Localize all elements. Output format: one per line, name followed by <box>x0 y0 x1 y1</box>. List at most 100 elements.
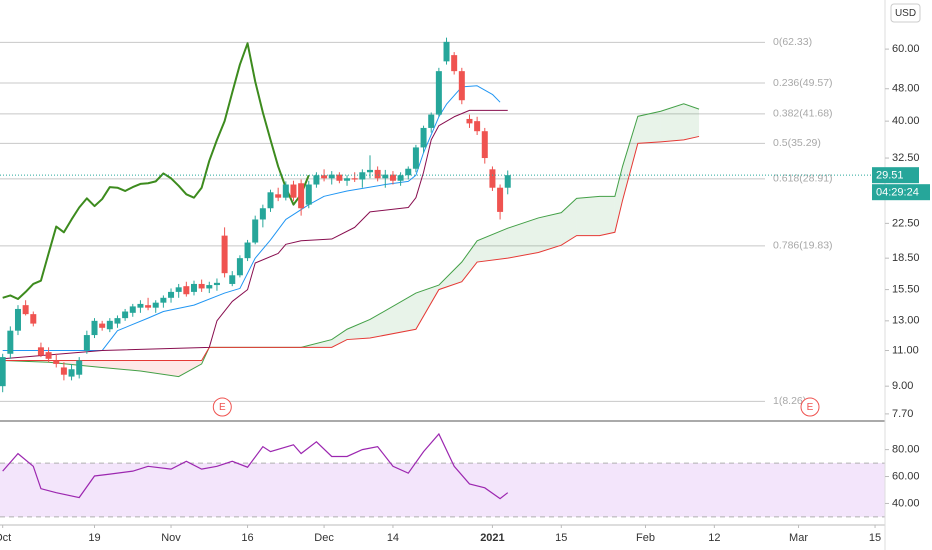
candle-body <box>244 242 251 259</box>
candle-body <box>114 318 121 324</box>
candle-body <box>466 118 473 124</box>
candle-body <box>458 71 465 101</box>
x-tick-label: 12 <box>708 532 720 544</box>
cloud-fill <box>140 360 179 377</box>
candle-body <box>37 347 44 356</box>
rsi-line <box>2 432 509 500</box>
candle-body <box>122 311 129 319</box>
candle-body <box>328 174 335 179</box>
x-tick-label: 16 <box>241 532 253 544</box>
candle-body <box>206 285 213 289</box>
candle-body <box>168 291 175 298</box>
candle-body <box>183 286 190 295</box>
candle-body <box>252 219 259 243</box>
candle-body <box>30 314 37 324</box>
y-tick-label: 32.50 <box>892 152 920 164</box>
earnings-marker <box>212 397 232 417</box>
cloud-fill <box>637 111 661 144</box>
fib-label: 0(62.33) <box>773 36 812 48</box>
countdown-label: 04:29:24 <box>876 187 919 199</box>
candle-body <box>160 297 167 303</box>
candle-body <box>435 71 442 115</box>
candle-body <box>213 282 220 286</box>
cloud-fill <box>599 196 615 236</box>
rsi-band <box>0 463 885 517</box>
currency-box <box>890 3 921 23</box>
candle-body <box>99 323 106 328</box>
countdown-tag <box>872 184 930 201</box>
candle-body <box>91 320 98 336</box>
candle-body <box>397 175 404 181</box>
candle-body <box>0 357 6 387</box>
fib-label: 0.236(49.57) <box>773 77 833 89</box>
candle-body <box>53 360 60 364</box>
candle-body <box>83 335 90 351</box>
candle-body <box>405 168 412 176</box>
candle-body <box>68 369 75 377</box>
earnings-label: E <box>807 402 814 413</box>
rsi-y-tick-label: 60.00 <box>892 470 920 482</box>
cloud-fill <box>507 217 539 259</box>
earnings-marker <box>800 397 820 417</box>
candle-body <box>229 275 236 284</box>
candle-body <box>106 320 113 330</box>
candle-body <box>267 192 274 209</box>
x-tick-label: Dec <box>314 532 334 544</box>
candle-body <box>504 175 511 188</box>
cloud-fill <box>561 198 577 246</box>
y-tick-label: 18.50 <box>892 252 920 264</box>
candle-body <box>412 147 419 169</box>
candle-body <box>290 184 297 198</box>
earnings-label: E <box>219 402 226 413</box>
cloud-fill <box>102 360 141 372</box>
indicator-line <box>2 42 310 301</box>
span-b-line <box>2 135 700 361</box>
span-a-line <box>2 103 700 378</box>
fib-label: 0.382(41.68) <box>773 108 833 120</box>
cloud-fill <box>369 293 416 339</box>
candle-body <box>474 121 481 132</box>
indicator-line <box>2 109 508 360</box>
x-tick-label: 19 <box>88 532 100 544</box>
candle-body <box>382 174 389 179</box>
candle-body <box>282 184 289 198</box>
x-tick-label: Feb <box>636 532 655 544</box>
candle-body <box>190 283 197 292</box>
candle-body <box>45 352 52 359</box>
candle-body <box>489 169 496 188</box>
currency-label: USD <box>895 8 916 19</box>
candle-body <box>359 172 366 180</box>
last-price-tag <box>872 167 919 184</box>
candle-body <box>129 306 136 313</box>
cloud-fill <box>461 240 478 282</box>
candle-body <box>60 367 67 375</box>
candle-body <box>145 305 152 308</box>
candle-body <box>481 131 488 159</box>
last-price-label: 29.51 <box>876 170 904 182</box>
candle-body <box>305 184 312 205</box>
y-tick-label: 9.00 <box>892 380 913 392</box>
x-tick-label: 14 <box>387 532 399 544</box>
candle-body <box>420 127 427 148</box>
candle-body <box>22 305 29 315</box>
x-tick-label: Mar <box>789 532 808 544</box>
fib-label: 0.618(28.91) <box>773 173 833 185</box>
cloud-fill <box>438 262 462 290</box>
x-tick-label: 15 <box>555 532 567 544</box>
candle-body <box>313 175 320 185</box>
candle-body <box>298 183 305 209</box>
candle-body <box>198 283 205 289</box>
cloud-fill <box>622 116 638 201</box>
candle-body <box>321 175 328 179</box>
x-tick-label: Nov <box>161 532 181 544</box>
rsi-y-tick-label: 40.00 <box>892 497 920 509</box>
cloud-fill <box>538 212 562 253</box>
y-tick-label: 7.70 <box>892 408 913 420</box>
candle-body <box>175 287 182 292</box>
y-tick-label: 11.00 <box>892 344 919 356</box>
y-tick-label: 60.00 <box>892 43 920 55</box>
